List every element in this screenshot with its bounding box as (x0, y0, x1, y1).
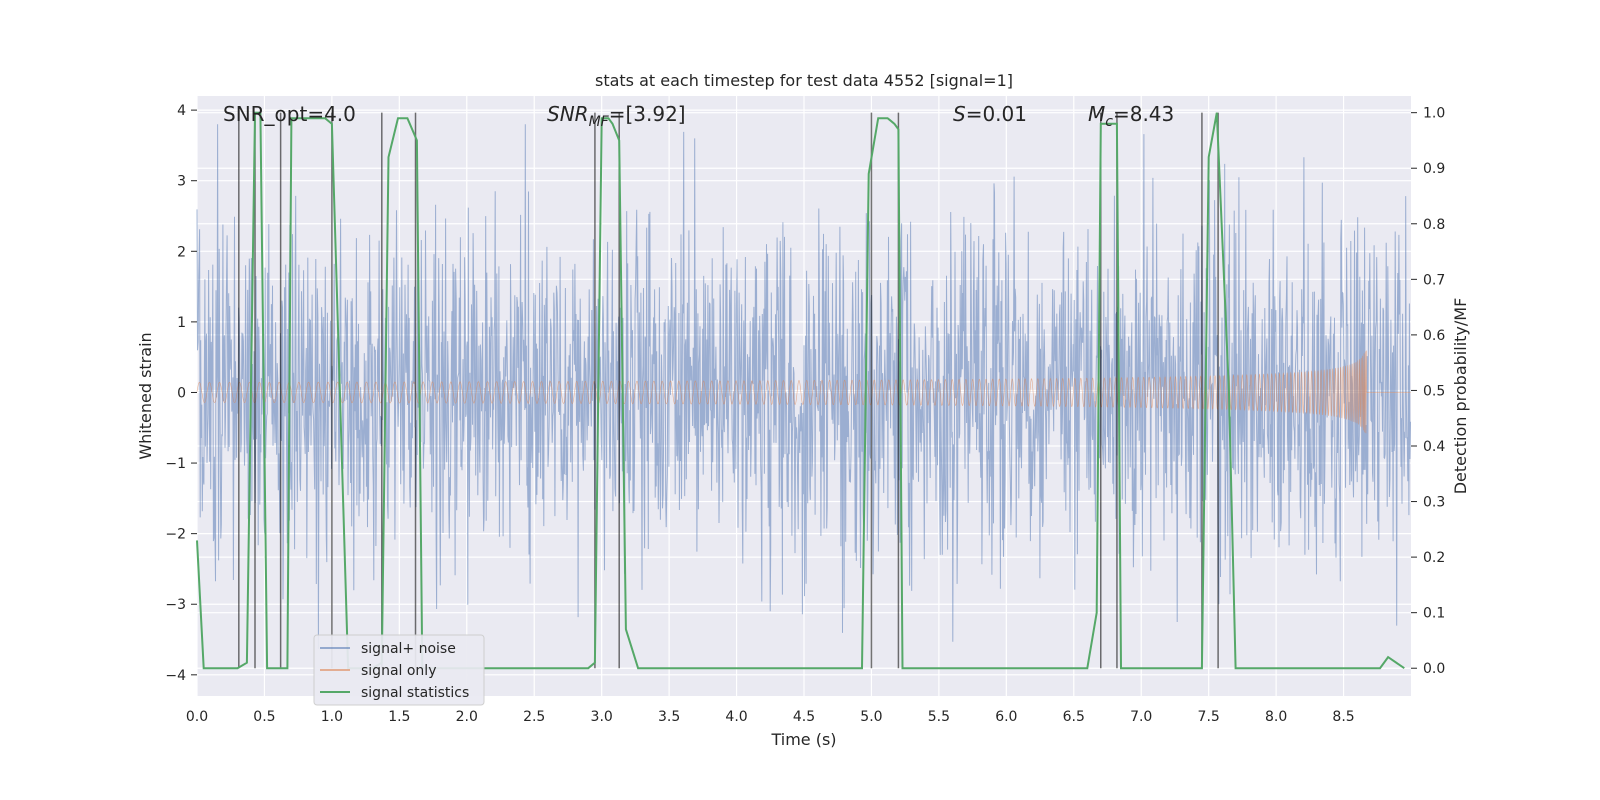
mc-value: =8.43 (1113, 102, 1174, 126)
x-tick-label: 6.0 (995, 709, 1017, 725)
snr-mf-value: =[3.92] (609, 102, 686, 126)
mc-name: M (1088, 102, 1105, 126)
x-tick-label: 7.5 (1198, 709, 1220, 725)
chart-title: stats at each timestep for test data 455… (595, 71, 1013, 90)
x-tick-label: 8.5 (1332, 709, 1354, 725)
x-tick-label: 0.5 (253, 709, 275, 725)
snr-mf-subscript: MF (589, 114, 610, 130)
y-right-tick-label: 0.6 (1423, 328, 1445, 344)
y-right-tick-label: 0.2 (1423, 550, 1445, 566)
y-tick-label: −3 (165, 597, 186, 613)
y-right-tick-label: 0.8 (1423, 217, 1445, 233)
snr-mf-name: SNR (547, 102, 589, 126)
legend-label-signal-only: signal only (361, 663, 436, 679)
legend-label-signal-noise: signal+ noise (361, 641, 456, 657)
y-right-axis-label: Detection probability/MF (1451, 298, 1470, 495)
y-right-tick-label: 0.0 (1423, 661, 1445, 677)
snr-mf-annotation: SNRMF=[3.92] (547, 102, 686, 130)
signal-only-series (196, 350, 1411, 434)
snr-opt-annotation: SNR_opt=4.0 (223, 102, 356, 126)
x-tick-label: 2.0 (456, 709, 478, 725)
s-annotation: S=0.01 (953, 102, 1027, 126)
x-tick-label: 7.0 (1130, 709, 1152, 725)
y-tick-label: 3 (177, 174, 186, 190)
y-right-tick-label: 0.1 (1423, 606, 1445, 622)
x-tick-label: 3.0 (591, 709, 613, 725)
y-right-tick-label: 0.7 (1423, 272, 1445, 288)
s-value: =0.01 (966, 102, 1027, 126)
x-tick-label: 4.0 (725, 709, 747, 725)
y-tick-label: 2 (177, 244, 186, 260)
signal-only-line (196, 350, 1411, 434)
x-tick-label: 6.5 (1063, 709, 1085, 725)
signal-statistics-series (196, 111, 1405, 670)
x-tick-label: 1.5 (388, 709, 410, 725)
x-tick-label: 8.0 (1265, 709, 1287, 725)
legend-box (313, 634, 485, 706)
y-right-tick-label: 1.0 (1423, 106, 1445, 122)
mc-subscript: c (1105, 114, 1113, 130)
y-right-tick-label: 0.3 (1423, 495, 1445, 511)
axis-ticks: 0.0 0.5 1.0 1.5 2.0 2.5 3.0 3.5 4.0 4.5 5.0 5.5 6.0 6… (165, 103, 1445, 725)
y-tick-label: −1 (165, 456, 186, 472)
x-axis-label: Time (s) (770, 730, 836, 749)
signal-statistics-line (196, 111, 1405, 670)
signal-noise-series (196, 124, 1411, 649)
y-tick-label: 4 (177, 103, 186, 119)
x-tick-label: 4.5 (793, 709, 815, 725)
s-name: S (953, 102, 966, 126)
x-tick-label: 5.5 (928, 709, 950, 725)
y-right-tick-label: 0.5 (1423, 383, 1445, 399)
x-tick-label: 0.0 (186, 709, 208, 725)
y-tick-label: 1 (177, 315, 186, 331)
x-tick-label: 5.0 (860, 709, 882, 725)
y-tick-label: 0 (177, 385, 186, 401)
x-tick-label: 2.5 (523, 709, 545, 725)
legend-label-signal-statistics: signal statistics (361, 685, 469, 701)
y-tick-label: −2 (165, 527, 186, 543)
y-axis-label: Whitened strain (136, 332, 155, 459)
mc-annotation: Mc=8.43 (1088, 102, 1174, 130)
y-tick-label: −4 (165, 668, 186, 684)
x-tick-label: 3.5 (658, 709, 680, 725)
x-tick-label: 1.0 (321, 709, 343, 725)
y-right-tick-label: 0.9 (1423, 161, 1445, 177)
legend: signal+ noise signal only signal statist… (313, 634, 485, 706)
signal-noise-line (196, 124, 1411, 649)
y-right-tick-label: 0.4 (1423, 439, 1445, 455)
